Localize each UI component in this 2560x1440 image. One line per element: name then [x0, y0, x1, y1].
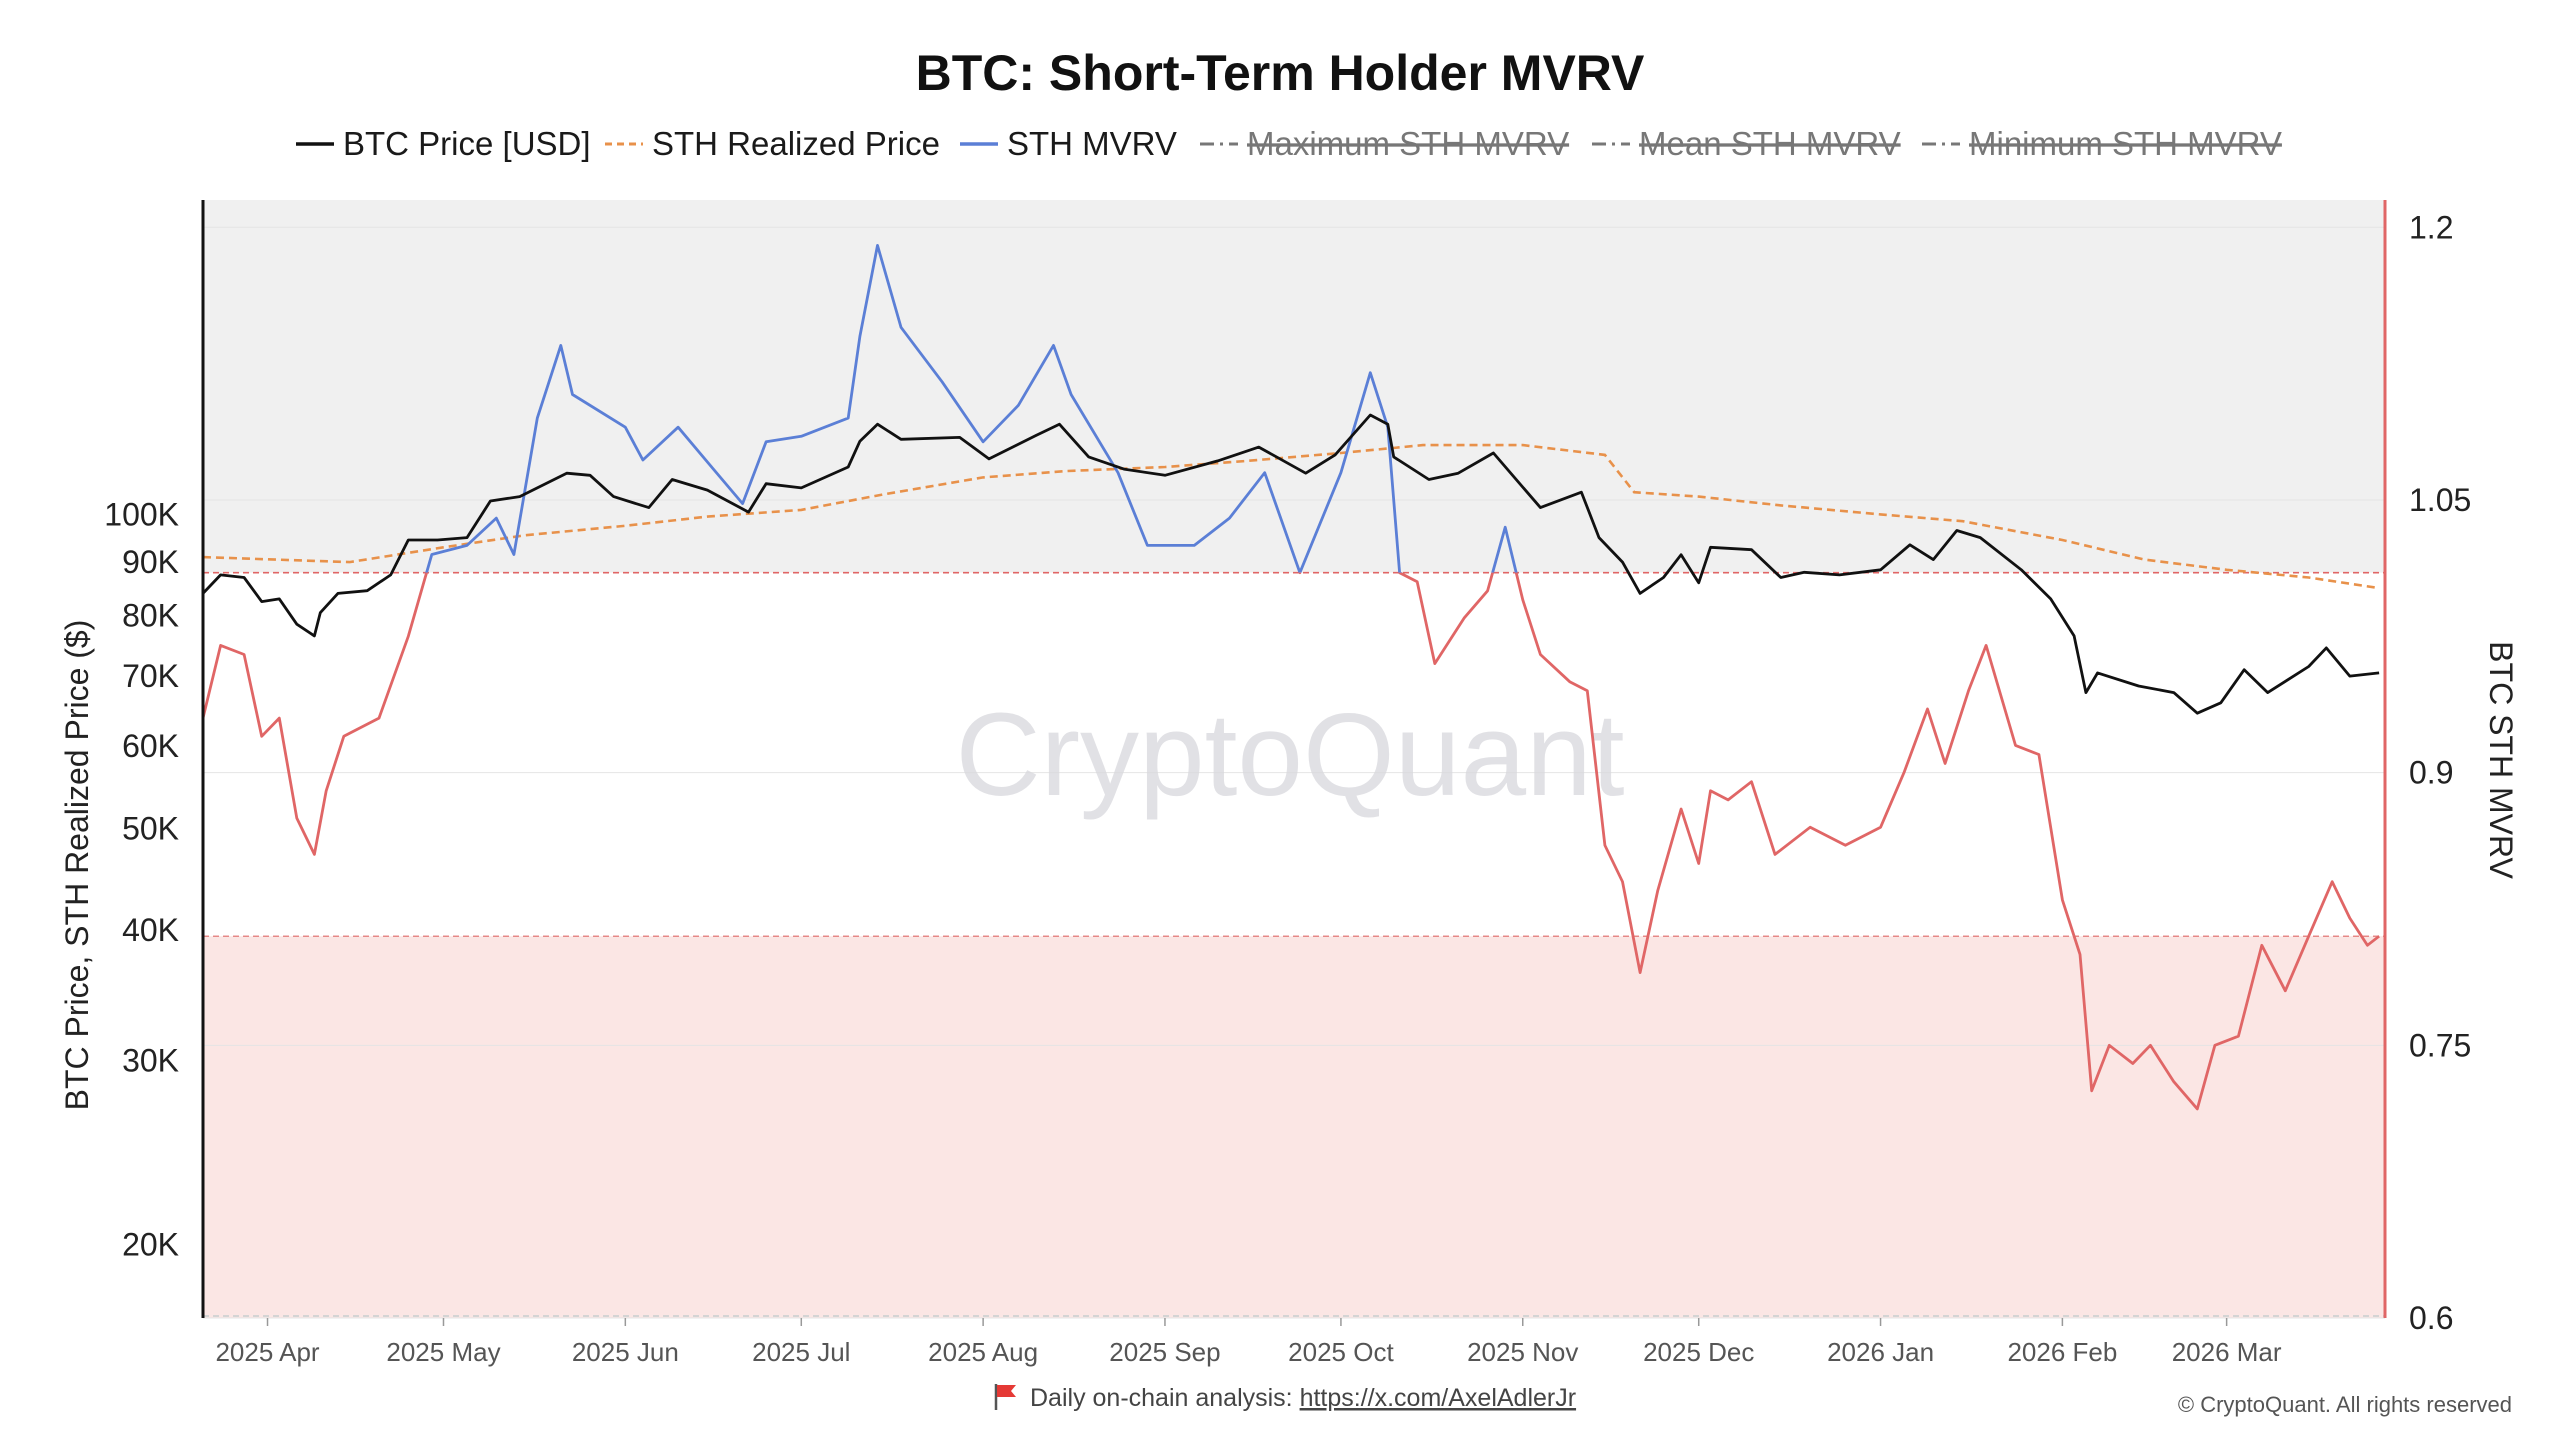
right-axis-title: BTC STH MVRV: [2483, 641, 2519, 879]
lower-zone: [203, 936, 2385, 1318]
threshold-zones: [203, 200, 2385, 1318]
left-tick-label: 90K: [122, 544, 179, 580]
copyright-text: © CryptoQuant. All rights reserved: [2178, 1392, 2512, 1417]
series-sth-mvrv-above: [425, 244, 1518, 573]
x-tick-label: 2026 Feb: [2007, 1337, 2117, 1367]
legend-label-sth-realized-price: STH Realized Price: [652, 125, 940, 162]
left-tick-label: 40K: [122, 912, 179, 948]
right-tick-label: 1.05: [2409, 482, 2471, 518]
chart-title: BTC: Short-Term Holder MVRV: [916, 45, 1645, 101]
legend-label-sth-mvrv: STH MVRV: [1007, 125, 1177, 162]
footer: Daily on-chain analysis: https://x.com/A…: [994, 1384, 2512, 1417]
x-tick-label: 2025 Aug: [928, 1337, 1038, 1367]
legend-label-mean-sth-mvrv: Mean STH MVRV: [1639, 125, 1901, 162]
left-tick-label: 30K: [122, 1042, 179, 1078]
x-tick-label: 2025 Jun: [572, 1337, 679, 1367]
legend-item-mean-sth-mvrv[interactable]: Mean STH MVRV: [1592, 125, 1901, 162]
left-tick-label: 50K: [122, 811, 179, 847]
left-tick-label: 70K: [122, 658, 179, 694]
legend-item-btc-price[interactable]: BTC Price [USD]: [296, 125, 591, 162]
x-axis-ticks: 2025 Apr 2025 May 2025 Jun 2025 Jul 2025 Aug…: [215, 1318, 2282, 1367]
x-tick-label: 2025 Jul: [752, 1337, 850, 1367]
x-tick-label: 2025 Sep: [1109, 1337, 1220, 1367]
legend-label-minimum-sth-mvrv: Minimum STH MVRV: [1969, 125, 2282, 162]
left-tick-label: 20K: [122, 1226, 179, 1262]
right-tick-label: 0.9: [2409, 755, 2453, 791]
series-sth-mvrv-below: [203, 572, 2380, 1111]
left-axis-title: BTC Price, STH Realized Price ($): [59, 620, 95, 1111]
series-btc-price: [201, 413, 2380, 715]
legend-item-sth-mvrv[interactable]: STH MVRV: [960, 125, 1177, 162]
x-tick-label: 2025 Oct: [1288, 1337, 1394, 1367]
upper-zone: [203, 200, 2385, 573]
x-tick-label: 2025 Nov: [1467, 1337, 1578, 1367]
x-tick-label: 2025 Dec: [1643, 1337, 1754, 1367]
legend: BTC Price [USD] STH Realized Price STH M…: [296, 125, 2282, 162]
right-tick-label: 0.6: [2409, 1300, 2453, 1336]
legend-item-minimum-sth-mvrv[interactable]: Minimum STH MVRV: [1922, 125, 2282, 162]
right-axis-ticks: 0.6 0.75 0.9 1.05 1.2: [2409, 209, 2471, 1336]
legend-item-sth-realized-price[interactable]: STH Realized Price: [605, 125, 940, 162]
legend-item-maximum-sth-mvrv[interactable]: Maximum STH MVRV: [1200, 125, 1569, 162]
series-lines: [201, 244, 2380, 1111]
axes: [201, 200, 2387, 1318]
red-flag-icon: [994, 1384, 1016, 1410]
x-tick-label: 2026 Mar: [2172, 1337, 2282, 1367]
legend-label-btc-price: BTC Price [USD]: [343, 125, 591, 162]
footer-link[interactable]: https://x.com/AxelAdlerJr: [1300, 1384, 1576, 1412]
left-tick-label: 80K: [122, 598, 179, 634]
left-tick-label: 100K: [104, 496, 179, 532]
legend-label-maximum-sth-mvrv: Maximum STH MVRV: [1247, 125, 1569, 162]
x-tick-label: 2026 Jan: [1827, 1337, 1934, 1367]
left-axis-ticks: 20K 30K 40K 50K 60K 70K 80K 90K 100K: [104, 496, 179, 1262]
footer-label: Daily on-chain analysis:: [1030, 1384, 1300, 1412]
grid: [203, 226, 2385, 1319]
left-tick-label: 60K: [122, 728, 179, 764]
footer-text: Daily on-chain analysis: https://x.com/A…: [1030, 1384, 1576, 1412]
right-tick-label: 1.2: [2409, 209, 2453, 245]
x-tick-label: 2025 May: [386, 1337, 500, 1367]
x-tick-label: 2025 Apr: [215, 1337, 319, 1367]
watermark: CryptoQuant: [956, 689, 1625, 821]
series-sth-realized-price: [202, 443, 2380, 590]
right-tick-label: 0.75: [2409, 1027, 2471, 1063]
